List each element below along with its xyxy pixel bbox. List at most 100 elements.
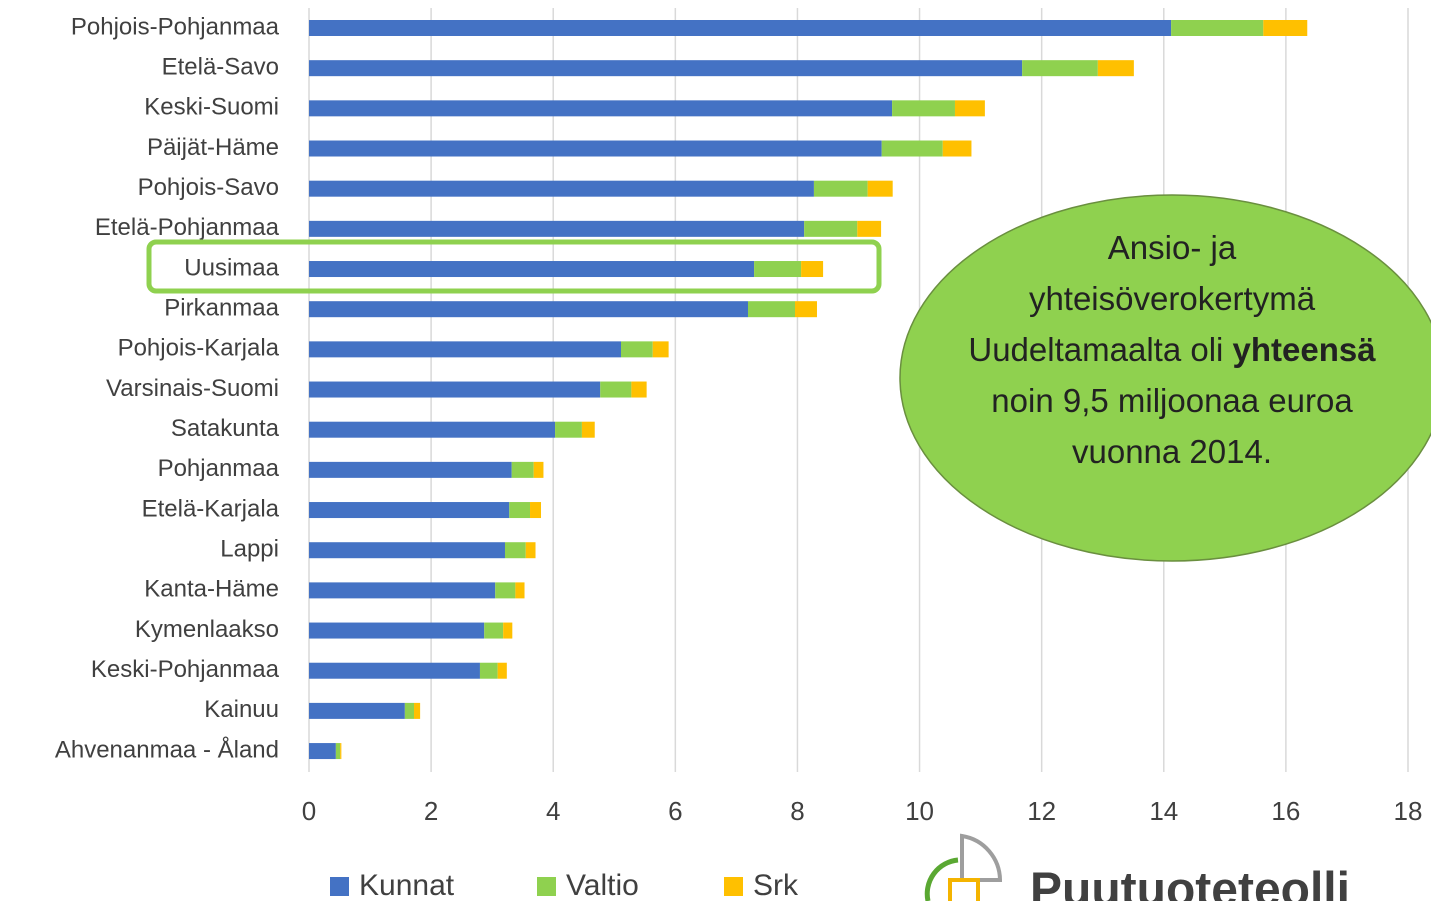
bar-segment [631,381,647,398]
annotation-text: Ansio- ja yhteisöverokertymä Uudeltamaal… [968,229,1316,368]
bar-segment [309,542,505,559]
y-tick-label: Pirkanmaa [164,295,279,322]
bar-segment [857,220,882,237]
bar-segment [404,702,415,719]
bar-segment [1022,60,1098,77]
bar-segment [309,461,512,478]
bar-segment [414,702,421,719]
bar-segment [511,461,534,478]
bar-segment [652,341,669,358]
bar-segment [954,100,985,117]
x-tick-label: 10 [905,796,934,826]
x-tick-label: 8 [790,796,804,826]
bar-segment [892,100,955,117]
y-tick-label: Uusimaa [184,254,279,281]
bar-segment [309,20,1172,36]
annotation-text: noin 9,5 miljoonaa euroa vuonna 2014. [991,382,1353,470]
bar-segment [813,180,868,197]
bar-segment [309,180,814,197]
legend-swatch [537,877,556,896]
bar-segment [600,381,632,398]
legend-label: Kunnat [359,869,455,901]
y-tick-label: Lappi [220,536,279,563]
bar-segment [555,421,582,438]
logo-icon [948,878,980,901]
x-tick-label: 16 [1271,796,1300,826]
bar-segment [309,381,601,398]
y-tick-label: Kymenlaakso [135,616,279,643]
bar-segment [497,662,507,679]
bar-segment [484,622,504,639]
bar-segment [1263,20,1308,36]
bar-segment [479,662,498,679]
bar-segment [801,261,824,278]
y-tick-label: Keski-Pohjanmaa [91,656,280,683]
x-tick-label: 18 [1394,796,1423,826]
bar-segment [495,582,516,599]
bar-segment [509,502,531,519]
annotation-bold: yhteensä [1232,331,1376,368]
bar-segment [309,341,621,358]
bar-segment [335,743,341,760]
bar-segment [881,140,943,157]
y-tick-label: Etelä-Savo [162,54,279,81]
bar-segment [795,301,817,318]
bar-segment [309,261,755,278]
bar-segment [309,421,556,438]
bar-segment [620,341,653,358]
bar-segment [309,140,882,157]
bar-segment [309,743,336,760]
logo-text: Puutuoteteolli [1030,864,1350,901]
bar-segment [309,702,405,719]
y-tick-label: Etelä-Pohjanmaa [95,214,280,241]
y-tick-label: Pohjanmaa [158,455,280,482]
y-tick-label: Keski-Suomi [144,94,279,121]
x-tick-label: 14 [1149,796,1178,826]
y-tick-label: Kainuu [204,696,279,723]
bar-segment [530,502,542,519]
bar-segment [340,743,342,760]
legend-swatch [724,877,743,896]
bar-segment [1171,20,1264,36]
y-tick-label: Pohjois-Savo [138,174,279,201]
legend-label: Srk [753,869,799,901]
bar-segment [309,622,485,639]
x-tick-label: 0 [302,796,316,826]
bar-segment [309,662,480,679]
annotation-bubble [899,194,1431,562]
bar-segment [581,421,595,438]
y-tick-label: Kanta-Häme [144,576,279,603]
bar-segment [309,60,1023,77]
bar-segment [503,622,513,639]
bar-segment [942,140,972,157]
y-tick-label: Pohjois-Pohjanmaa [71,13,280,40]
bar-segment [504,542,526,559]
bar-segment [309,582,496,599]
logo-icon [960,833,1003,882]
bar-segment [754,261,802,278]
bar-segment [867,180,893,197]
bar-segment [525,542,536,559]
logo-icon [924,857,959,901]
legend-label: Valtio [566,869,639,901]
annotation: Ansio- ja yhteisöverokertymä Uudeltamaal… [962,222,1382,477]
bar-segment [309,301,748,318]
y-tick-label: Ahvenanmaa - Åland [55,735,279,763]
bar-segment [309,502,510,519]
bar-segment [309,100,893,117]
x-tick-label: 6 [668,796,682,826]
y-tick-label: Satakunta [171,415,280,442]
legend-swatch [330,877,349,896]
bar-segment [804,220,858,237]
bar-segment [1097,60,1134,77]
bar-segment [747,301,796,318]
x-tick-label: 4 [546,796,560,826]
y-tick-label: Päijät-Häme [147,134,279,161]
x-tick-label: 2 [424,796,438,826]
x-tick-label: 12 [1027,796,1056,826]
y-tick-label: Varsinais-Suomi [106,375,279,402]
bar-segment [533,461,544,478]
highlight-box [146,239,882,294]
